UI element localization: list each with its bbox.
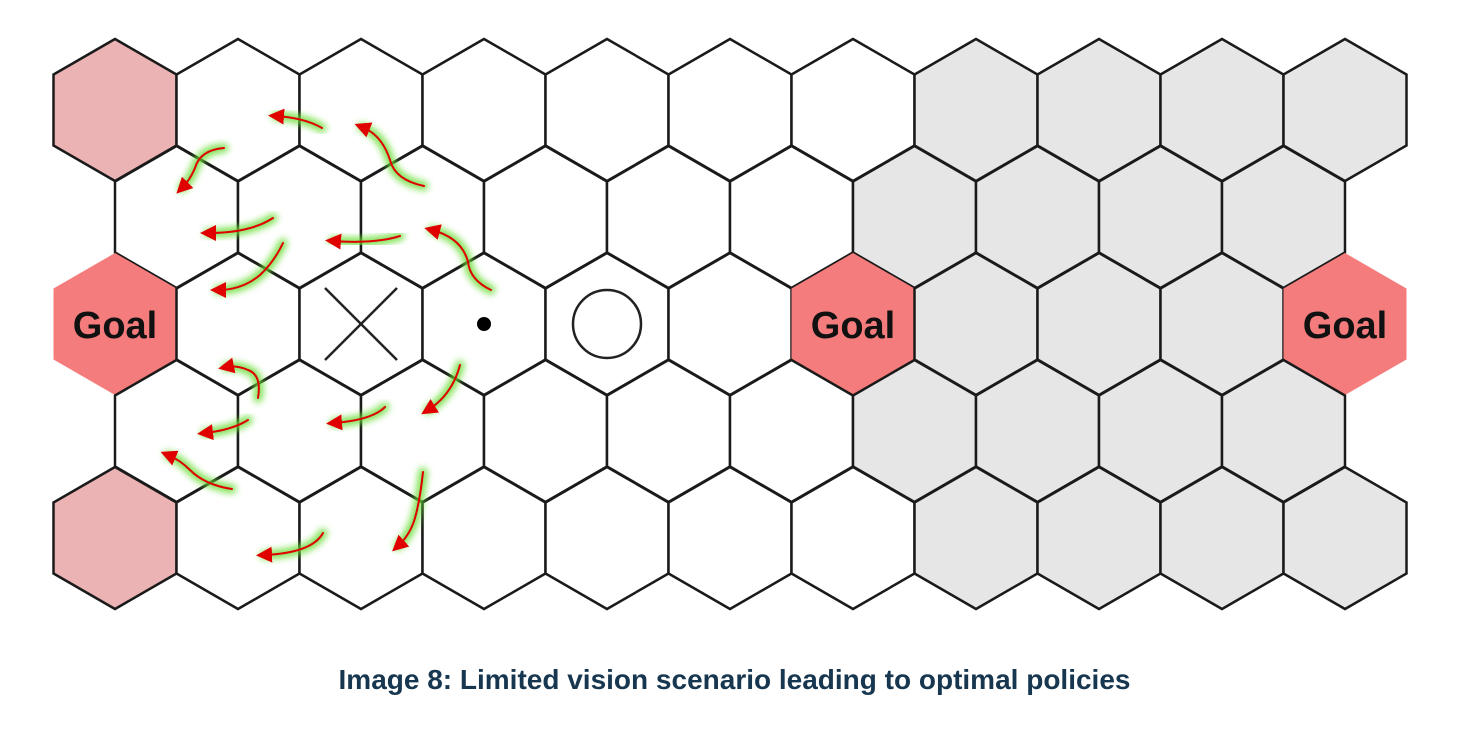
policy-arrow	[325, 231, 405, 250]
policy-arrows	[160, 108, 496, 563]
policy-arrow	[354, 122, 429, 191]
policy-arrow	[210, 238, 288, 298]
policy-arrow	[176, 143, 229, 194]
policy-arrow	[256, 528, 328, 563]
hex-cell-goal	[791, 253, 915, 395]
policy-arrow	[197, 415, 253, 441]
hex-cell-goal	[1283, 253, 1407, 395]
figure-caption: Image 8: Limited vision scenario leading…	[338, 664, 1131, 695]
hex-board: Goal Goal Goal	[52, 37, 1408, 611]
policy-arrow	[200, 213, 278, 241]
policy-arrow	[218, 357, 264, 403]
policy-arrow	[392, 467, 428, 552]
policy-arrow	[424, 224, 496, 295]
hex-cell-goal	[53, 253, 177, 395]
policy-arrow	[160, 450, 237, 494]
cell-markers	[324, 287, 643, 361]
goal-labels: Goal Goal Goal	[73, 305, 1387, 347]
goal-label: Goal	[73, 305, 157, 347]
policy-arrow	[326, 402, 390, 431]
hex-cells	[52, 37, 1408, 611]
policy-arrow	[421, 360, 465, 415]
dot-icon	[477, 317, 491, 331]
hex-cell-hidden	[1282, 465, 1408, 611]
goal-label: Goal	[811, 305, 895, 347]
goal-label: Goal	[1303, 305, 1387, 347]
policy-arrow	[268, 108, 327, 133]
cross-icon	[324, 287, 398, 361]
circle-icon	[571, 288, 643, 360]
